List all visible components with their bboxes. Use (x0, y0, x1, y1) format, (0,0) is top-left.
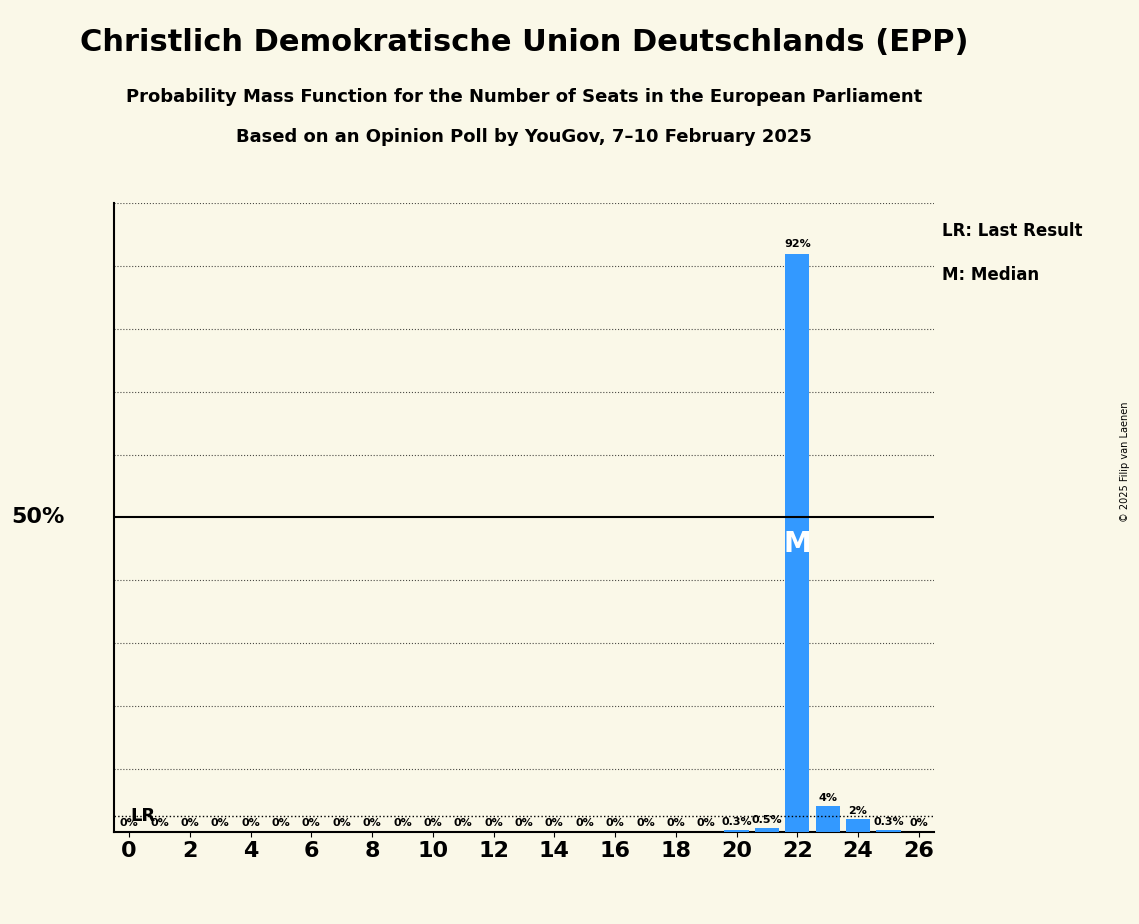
Text: 0%: 0% (909, 819, 928, 829)
Bar (876, 830, 901, 832)
Text: 50%: 50% (11, 507, 65, 528)
Text: 92%: 92% (784, 238, 811, 249)
Text: Probability Mass Function for the Number of Seats in the European Parliament: Probability Mass Function for the Number… (125, 88, 923, 105)
Text: M: M (784, 530, 811, 558)
Text: LR: LR (130, 807, 155, 825)
Bar (755, 829, 779, 832)
Text: 0%: 0% (424, 819, 442, 829)
Text: 0%: 0% (515, 819, 533, 829)
Text: 0%: 0% (120, 819, 139, 829)
Text: Christlich Demokratische Union Deutschlands (EPP): Christlich Demokratische Union Deutschla… (80, 28, 968, 56)
Text: 0.3%: 0.3% (874, 817, 903, 827)
Text: 0%: 0% (606, 819, 624, 829)
Text: 0%: 0% (271, 819, 290, 829)
Text: 0%: 0% (453, 819, 473, 829)
Text: 0%: 0% (666, 819, 686, 829)
Text: © 2025 Filip van Laenen: © 2025 Filip van Laenen (1121, 402, 1130, 522)
Text: 0%: 0% (362, 819, 382, 829)
Text: 0%: 0% (180, 819, 199, 829)
Text: 0%: 0% (333, 819, 351, 829)
Bar (846, 819, 870, 832)
Text: 0%: 0% (575, 819, 595, 829)
Bar (724, 830, 748, 832)
Text: 0%: 0% (211, 819, 230, 829)
Text: 2%: 2% (849, 806, 868, 816)
Text: 0%: 0% (697, 819, 715, 829)
Text: LR: Last Result: LR: Last Result (942, 222, 1083, 240)
Bar (816, 807, 839, 832)
Text: 0%: 0% (302, 819, 321, 829)
Text: Based on an Opinion Poll by YouGov, 7–10 February 2025: Based on an Opinion Poll by YouGov, 7–10… (236, 128, 812, 145)
Text: 0%: 0% (241, 819, 260, 829)
Text: 0.5%: 0.5% (752, 815, 782, 825)
Text: 0.3%: 0.3% (721, 817, 752, 827)
Text: 0%: 0% (150, 819, 169, 829)
Text: 0%: 0% (484, 819, 503, 829)
Text: 0%: 0% (636, 819, 655, 829)
Text: M: Median: M: Median (942, 266, 1039, 284)
Text: 0%: 0% (544, 819, 564, 829)
Bar (785, 253, 810, 832)
Text: 4%: 4% (818, 794, 837, 803)
Text: 0%: 0% (393, 819, 412, 829)
